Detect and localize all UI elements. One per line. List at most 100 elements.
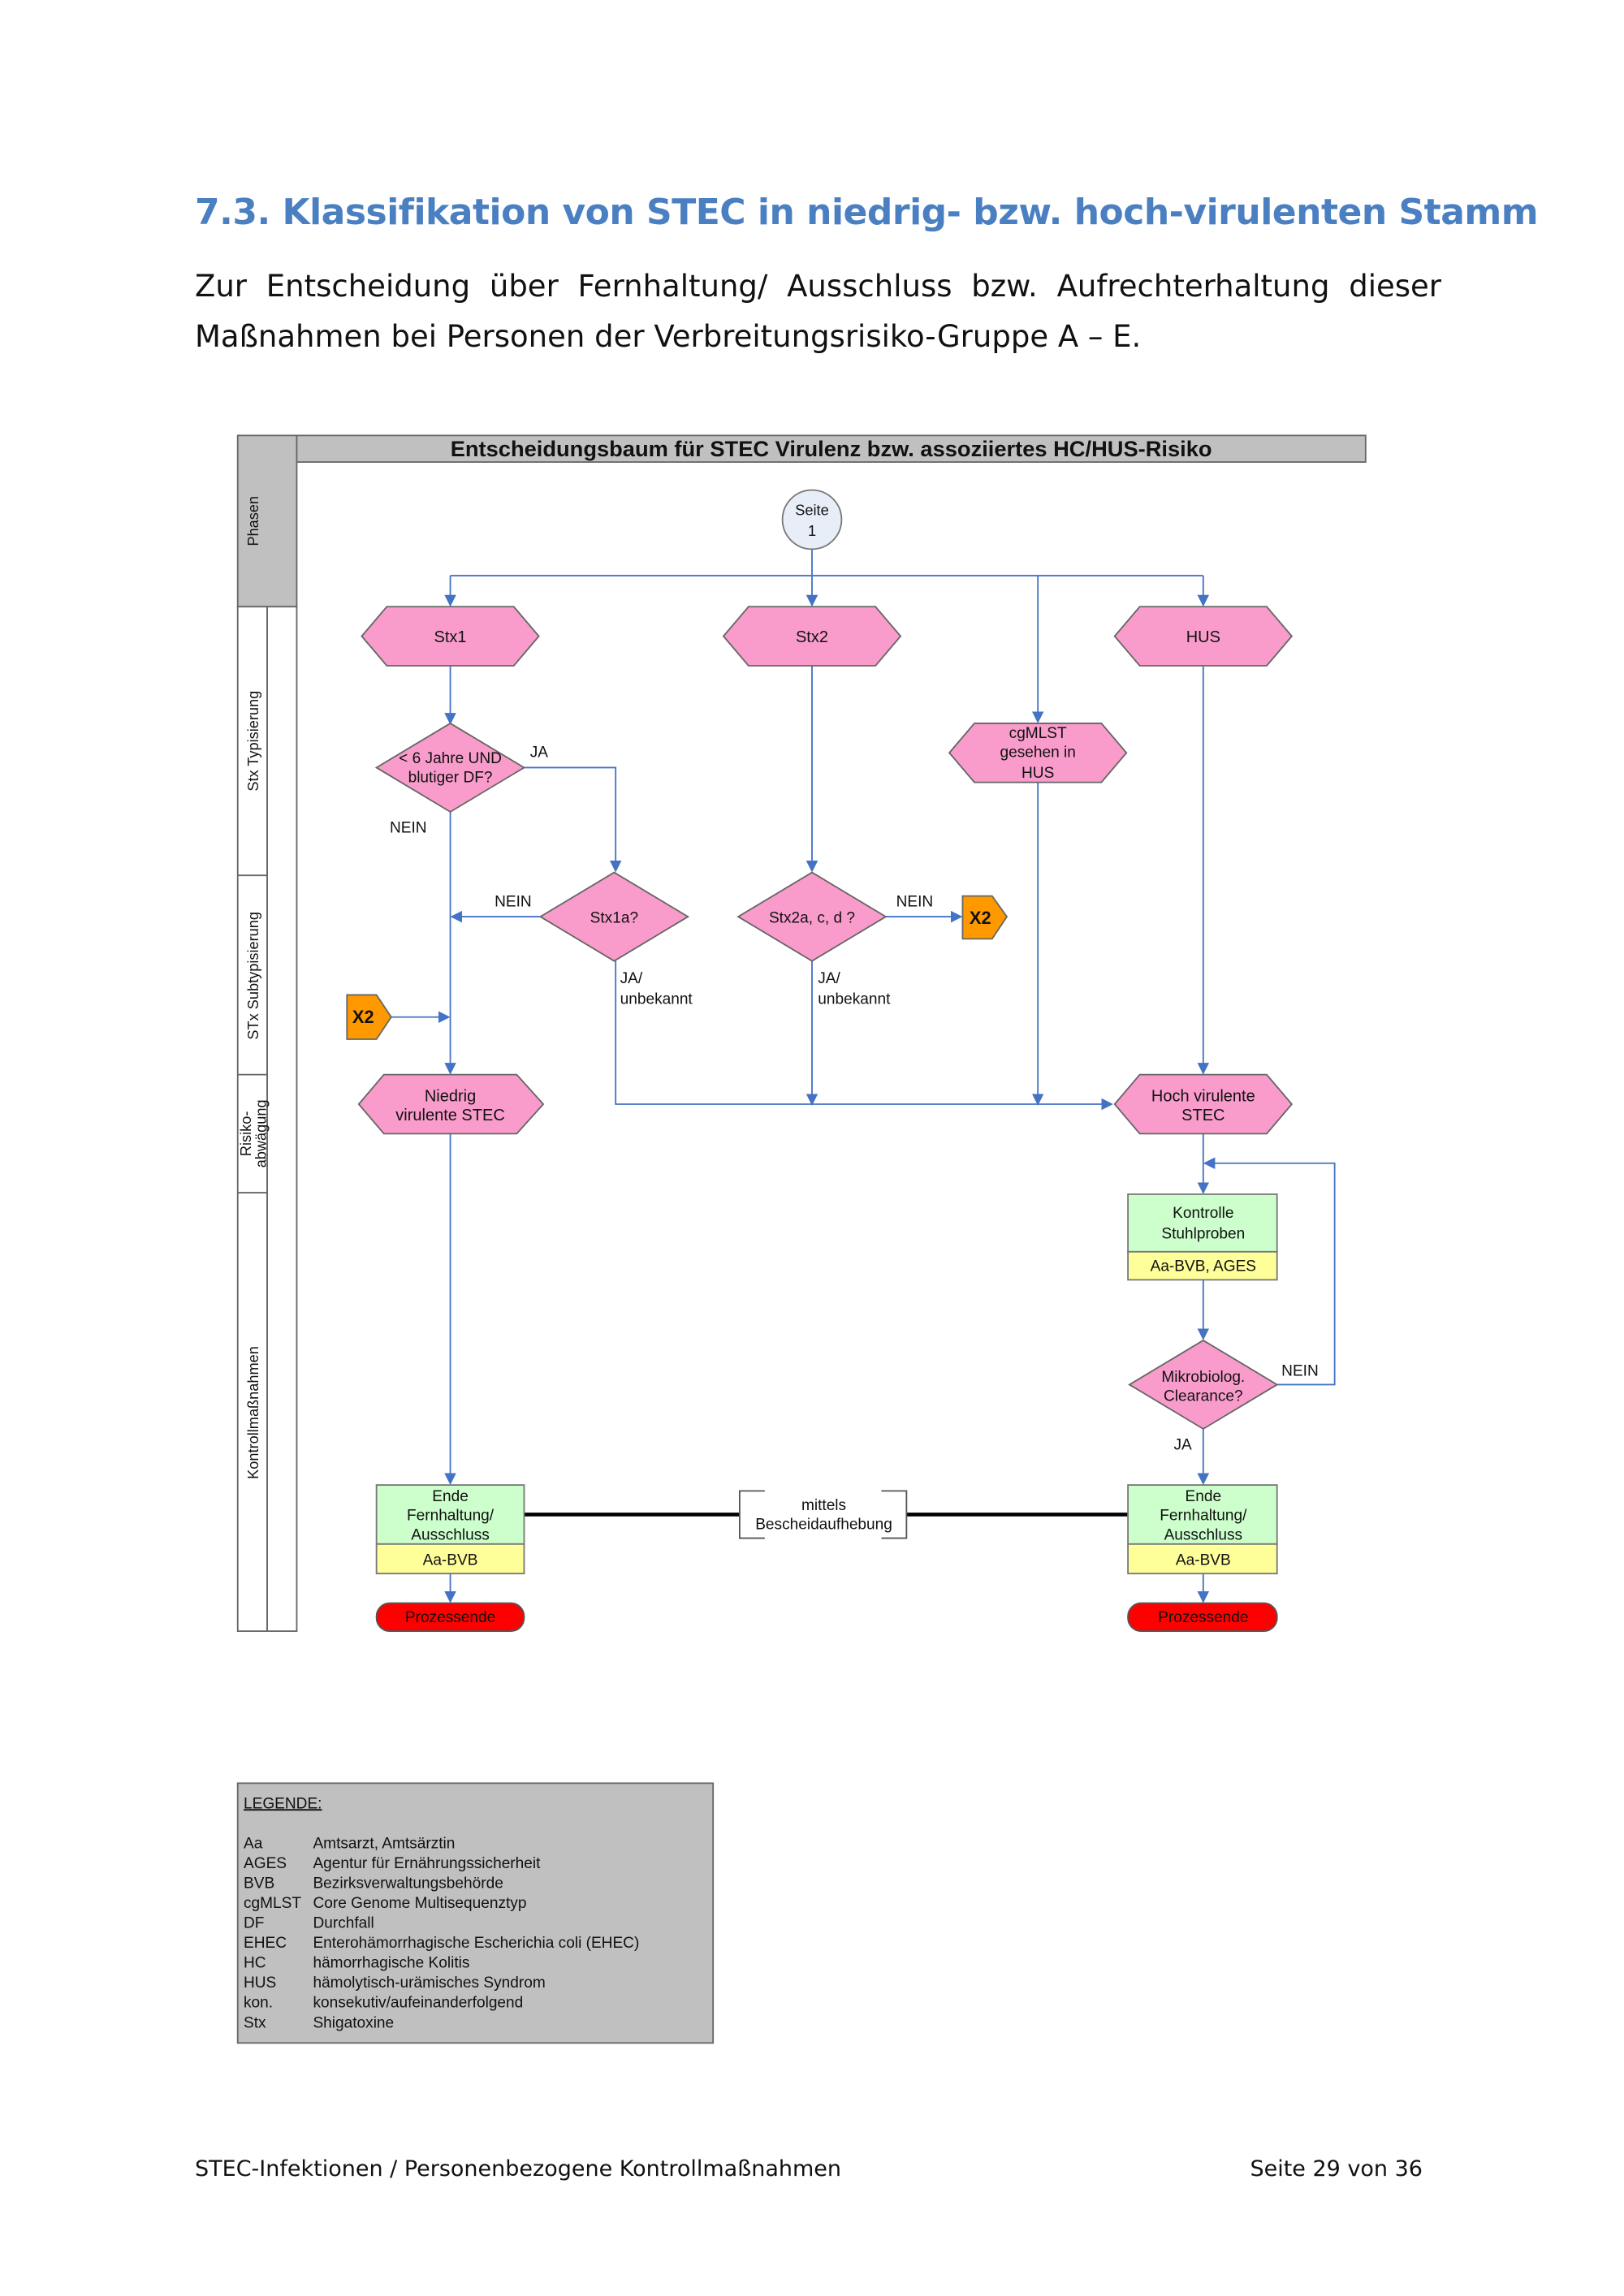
nein-label: NEIN	[1281, 1363, 1319, 1380]
diagram-title: Entscheidungsbaum für STEC Virulenz bzw.…	[451, 436, 1212, 461]
age-decision	[374, 722, 526, 814]
high-label: STEC	[1181, 1107, 1224, 1124]
swimlane-frame	[236, 434, 1367, 1632]
cgmlst-label: cgMLST	[1009, 725, 1067, 742]
cgmlst-label: gesehen in	[1000, 744, 1076, 762]
ja-label: JA	[530, 744, 549, 762]
ende-label: Ende	[432, 1488, 469, 1505]
decision-nodes	[374, 722, 1279, 1431]
kontrolle-label: Stuhlproben	[1161, 1225, 1245, 1242]
footer-title: STEC-Infektionen / Personenbezogene Kont…	[195, 2156, 842, 2182]
legend-definition: Core Genome Multisequenztyp	[313, 1895, 526, 1912]
ja-unbekannt-label: unbekannt	[620, 990, 693, 1008]
x2-label: X2	[970, 908, 991, 928]
ende-responsible-left	[375, 1543, 525, 1575]
x2-connector	[961, 895, 1009, 940]
legend-definition: hämolytisch-urämisches Syndrom	[313, 1974, 545, 1992]
nein-label: NEIN	[896, 893, 934, 910]
hus-label: HUS	[1186, 628, 1220, 646]
kontrolle-responsible	[1127, 1250, 1278, 1281]
legend-abbr: Stx	[244, 2014, 266, 2031]
bescheid-label: mittels	[801, 1497, 846, 1514]
stx2-label: Stx2	[796, 628, 828, 646]
bescheid-annotation	[739, 1491, 907, 1539]
stx1-label: Stx1	[434, 628, 467, 646]
paragraph-line: Zur Entscheidung über Fernhaltung/ Aussc…	[195, 269, 1441, 304]
phase-label: Stx Typisierung	[245, 691, 261, 792]
footer-page-number: Seite 29 von 36	[1250, 2156, 1423, 2182]
process-end-label: Prozessende	[1158, 1609, 1248, 1626]
ende-label: Ausschluss	[1164, 1526, 1243, 1543]
ja-unbekannt-label: unbekannt	[818, 990, 891, 1008]
ende-label: Ende	[1186, 1488, 1222, 1505]
phase-label: Phasen	[245, 496, 261, 546]
legend-abbr: cgMLST	[244, 1895, 301, 1912]
legend-box: LEGENDE: Aa Amtsarzt, Amtsärztin AGES Agent…	[236, 1782, 715, 2044]
clearance-decision	[1128, 1339, 1279, 1431]
legend-abbr: DF	[244, 1915, 264, 1932]
low-label: Niedrig	[425, 1087, 476, 1105]
ende-label: Fernhaltung/	[1160, 1508, 1247, 1525]
stx2-node	[722, 606, 902, 667]
stx2-subtype-decision	[736, 871, 888, 962]
section-heading: 7.3. Klassifikation von STEC in niedrig-…	[195, 192, 1539, 233]
phase-label: Risiko-	[238, 1111, 254, 1157]
ende-responsible-label: Aa-BVB	[1176, 1552, 1231, 1569]
ja-label: JA	[1173, 1436, 1192, 1453]
ja-unbekannt-label: JA/	[620, 970, 643, 987]
legend-abbr: EHEC	[244, 1935, 287, 1952]
stx1a-label: Stx1a?	[590, 909, 638, 926]
start-label: Seite	[795, 503, 828, 519]
legend-definition: Amtsarzt, Amtsärztin	[313, 1835, 455, 1852]
ende-box-right	[1127, 1484, 1278, 1545]
legend-definition: Durchfall	[313, 1915, 374, 1932]
low-virulence-node	[357, 1073, 545, 1135]
x2-connector	[346, 994, 392, 1040]
legend-title: LEGENDE:	[244, 1795, 322, 1812]
nein-label: NEIN	[495, 893, 532, 910]
kontrolle-responsible-label: Aa-BVB, AGES	[1151, 1258, 1256, 1275]
bescheid-label: Bescheidaufhebung	[755, 1517, 892, 1534]
legend-abbr: kon.	[244, 1995, 273, 2012]
legend-definition: Bezirksverwaltungsbehörde	[313, 1875, 503, 1892]
stx2-subtype-label: Stx2a, c, d ?	[769, 909, 855, 926]
legend-definition: konsekutiv/aufeinanderfolgend	[313, 1995, 523, 2012]
cgmlst-label: HUS	[1021, 765, 1054, 782]
age-decision-label: blutiger DF?	[408, 770, 493, 787]
high-label: Hoch virulente	[1151, 1087, 1255, 1105]
x2-label: X2	[352, 1007, 374, 1027]
clearance-label: Clearance?	[1164, 1388, 1243, 1405]
ja-unbekannt-label: JA/	[818, 970, 840, 987]
phase-label: Kontrollmaßnahmen	[245, 1346, 261, 1479]
ende-label: Ausschluss	[411, 1526, 490, 1543]
legend-abbr: HC	[244, 1955, 266, 1972]
ende-label: Fernhaltung/	[407, 1508, 495, 1525]
start-label: 1	[808, 523, 816, 539]
clearance-label: Mikrobiolog.	[1161, 1369, 1245, 1386]
kontrolle-box	[1127, 1193, 1278, 1253]
legend-definition: hämorrhagische Kolitis	[313, 1955, 469, 1972]
connectors	[391, 549, 1336, 1603]
nein-label: NEIN	[390, 819, 427, 836]
intro-paragraph: Zur Entscheidung über Fernhaltung/ Aussc…	[195, 261, 1441, 362]
legend-abbr: HUS	[244, 1974, 276, 1992]
paragraph-line: Maßnahmen bei Personen der Verbreitungsr…	[195, 319, 1142, 354]
legend-definition: Shigatoxine	[313, 2014, 394, 2031]
hexagon-nodes	[357, 606, 1294, 1135]
start-page-connector	[781, 489, 843, 550]
process-end-left	[375, 1602, 525, 1632]
ende-responsible-label: Aa-BVB	[423, 1552, 478, 1569]
legend-definition: Enterohämorrhagische Escherichia coli (E…	[313, 1935, 639, 1952]
stx1-node	[361, 606, 540, 667]
ende-responsible-right	[1127, 1543, 1278, 1575]
kontrolle-label: Kontrolle	[1173, 1205, 1233, 1222]
legend-abbr: Aa	[244, 1835, 263, 1852]
age-decision-label: < 6 Jahre UND	[399, 750, 502, 767]
legend-abbr: AGES	[244, 1855, 287, 1872]
high-virulence-node	[1113, 1073, 1294, 1135]
hus-node	[1113, 606, 1294, 667]
low-label: virulente STEC	[395, 1107, 504, 1124]
phase-label: abwägung	[253, 1099, 269, 1167]
